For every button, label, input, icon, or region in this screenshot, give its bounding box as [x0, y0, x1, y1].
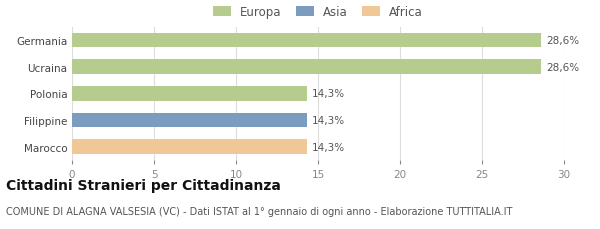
Text: Cittadini Stranieri per Cittadinanza: Cittadini Stranieri per Cittadinanza — [6, 179, 281, 193]
Text: COMUNE DI ALAGNA VALSESIA (VC) - Dati ISTAT al 1° gennaio di ogni anno - Elabora: COMUNE DI ALAGNA VALSESIA (VC) - Dati IS… — [6, 206, 512, 216]
Bar — [72, 113, 307, 128]
Legend: Europa, Asia, Africa: Europa, Asia, Africa — [213, 6, 423, 19]
Bar — [72, 87, 307, 101]
Bar — [72, 60, 541, 75]
Text: 14,3%: 14,3% — [311, 142, 344, 152]
Bar — [72, 140, 307, 154]
Text: 28,6%: 28,6% — [546, 62, 579, 72]
Text: 14,3%: 14,3% — [311, 115, 344, 125]
Text: 14,3%: 14,3% — [311, 89, 344, 99]
Bar — [72, 33, 541, 48]
Text: 28,6%: 28,6% — [546, 36, 579, 46]
